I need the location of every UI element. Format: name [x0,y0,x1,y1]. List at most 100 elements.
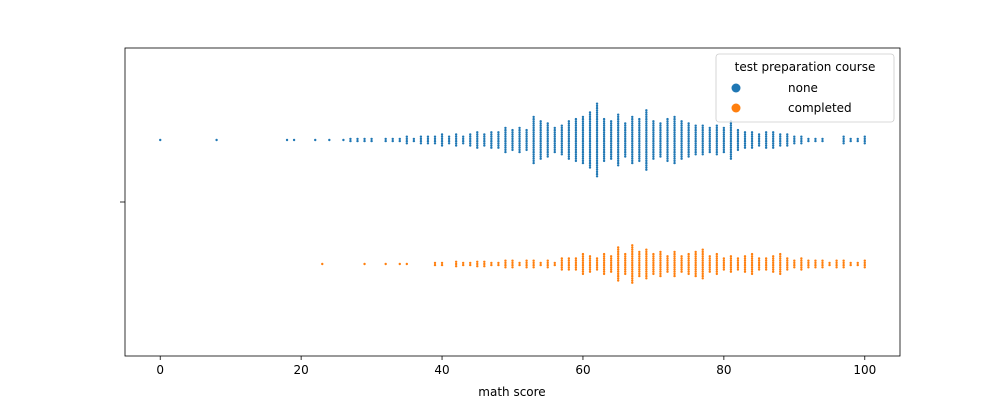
data-point-none [525,128,528,132]
data-point-none [595,170,599,174]
data-point-none [609,157,613,160]
data-point-completed [673,252,676,256]
data-point-none [433,137,437,141]
data-point-completed [659,252,662,256]
data-point-none [771,144,775,147]
data-point-none [673,131,676,134]
data-point-none [638,159,641,163]
data-point-completed [849,261,852,265]
data-point-none [652,120,655,123]
data-point-none [574,144,578,147]
data-point-none [560,135,564,138]
data-point-completed [743,259,747,262]
data-point-none [666,117,669,121]
data-point-none [771,142,775,145]
data-point-completed [694,259,697,262]
data-point-none [504,142,507,145]
data-point-completed [497,263,500,267]
data-point-none [454,139,458,143]
data-point-none [631,155,634,158]
data-point-completed [638,257,641,260]
data-point-none [595,172,599,176]
data-point-none [532,139,535,143]
data-point-completed [581,266,585,269]
data-point-none [384,137,387,141]
data-point-completed [581,261,585,265]
data-point-none [680,153,683,156]
data-point-completed [602,266,606,269]
data-point-completed [616,252,620,256]
data-point-none [518,133,521,136]
data-point-completed [786,268,789,271]
data-point-none [581,124,585,127]
data-point-none [842,135,845,138]
data-point-none [419,139,423,143]
data-point-none [532,148,535,152]
data-point-none [631,144,634,147]
data-point-none [609,144,613,147]
data-point-none [525,137,528,141]
data-point-none [426,142,430,145]
data-point-none [497,133,500,136]
data-point-none [645,111,648,114]
data-point-completed [483,262,486,266]
data-point-completed [659,263,662,267]
data-point-none [525,135,528,138]
data-point-completed [835,266,838,269]
data-point-none [793,137,796,141]
data-point-none [616,146,620,149]
data-point-none [595,135,599,138]
data-point-completed [715,272,719,276]
data-point-completed [574,257,578,260]
data-point-completed [631,244,634,247]
data-point-none [581,157,585,160]
data-point-completed [616,263,620,267]
data-point-none [539,157,542,160]
data-point-completed [645,263,648,267]
data-point-completed [786,261,789,265]
data-point-none [687,144,690,147]
data-point-none [652,133,655,136]
data-point-completed [694,274,697,278]
data-point-completed [476,265,479,268]
data-point-none [638,146,641,149]
data-point-completed [638,263,641,267]
data-point-completed [532,263,535,267]
data-point-completed [518,261,521,265]
data-point-completed [504,263,507,267]
data-point-none [645,159,648,163]
data-point-none [638,157,641,160]
data-point-completed [631,274,634,278]
data-point-completed [687,270,690,273]
data-point-completed [743,263,747,267]
data-point-none [215,138,218,142]
data-point-none [708,126,711,130]
data-point-none [595,168,599,171]
data-point-completed [764,261,768,265]
data-point-none [539,131,542,134]
data-point-none [532,117,535,121]
data-point-none [539,155,542,158]
data-point-completed [715,266,719,269]
data-point-completed [567,263,571,267]
data-point-none [532,155,535,158]
data-point-completed [631,255,634,258]
data-point-none [659,128,662,132]
data-point-none [631,139,634,143]
data-point-none [532,124,535,127]
data-point-completed [687,266,690,269]
data-point-completed [645,250,648,254]
data-point-completed [581,272,585,276]
data-point-completed [525,263,528,267]
data-point-completed [560,268,564,271]
data-point-none [469,142,472,145]
data-point-completed [694,252,697,256]
data-point-none [645,137,648,141]
data-point-none [687,135,690,138]
data-point-completed [602,268,606,271]
data-point-none [624,146,627,149]
data-point-none [609,148,613,152]
data-point-none [426,135,430,138]
data-point-none [863,142,866,145]
data-point-none [574,126,578,130]
